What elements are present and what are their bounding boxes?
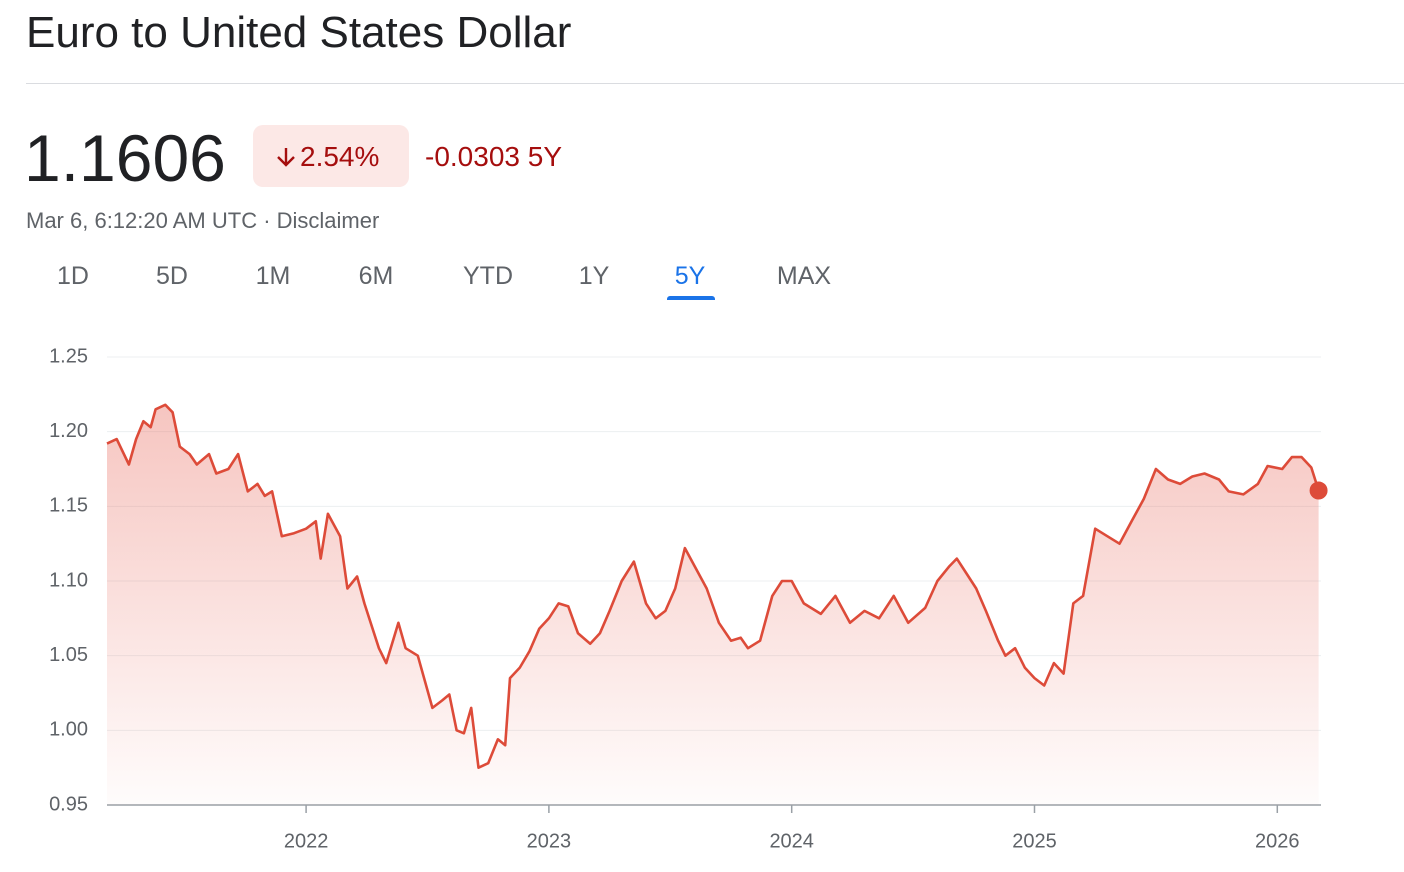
price: 1.1606	[24, 121, 226, 195]
range-tab[interactable]: 5D	[156, 262, 188, 290]
title: Euro to United States Dollar	[26, 8, 572, 57]
change-badge	[253, 125, 409, 187]
range-tab[interactable]: YTD	[463, 262, 513, 290]
y-tick-label: 1.25	[49, 345, 88, 367]
chart: 0.95 1.00 1.05 1.10 1.15 1.20 1.25 2022 2023 2024…	[49, 345, 1328, 852]
range-tab[interactable]: 5Y	[674, 262, 706, 290]
range-tab[interactable]: 1D	[57, 262, 89, 290]
x-tick-label: 2022	[284, 830, 329, 852]
last-point	[1309, 481, 1328, 500]
change-percent: 2.54%	[300, 141, 380, 172]
y-tick-label: 1.00	[49, 719, 88, 741]
y-tick-label: 1.20	[49, 420, 88, 442]
down-arrow	[277, 148, 295, 167]
y-tick-label: 0.95	[49, 793, 88, 815]
range-tab[interactable]: MAX	[776, 262, 832, 290]
x-tick-label: 2024	[769, 830, 814, 852]
y-tick-label: 1.15	[49, 495, 88, 517]
change-value: -0.0303 5Y	[425, 141, 562, 172]
line	[106, 403, 1320, 769]
range-tab[interactable]: 1Y	[578, 262, 610, 290]
x-tick-label: 2023	[527, 830, 572, 852]
x-tick-label: 2025	[1012, 830, 1057, 852]
divider	[26, 83, 1404, 84]
range-tab[interactable]: 1M	[255, 262, 291, 290]
range-tab[interactable]: 6M	[358, 262, 394, 290]
tab-underline	[667, 296, 715, 300]
y-tick-label: 1.05	[49, 644, 88, 666]
y-tick-label: 1.10	[49, 569, 88, 591]
x-tick-label: 2026	[1255, 830, 1300, 852]
timestamp: Mar 6, 6:12:20 AM UTC · Disclaimer	[26, 208, 380, 233]
area	[107, 404, 1319, 805]
